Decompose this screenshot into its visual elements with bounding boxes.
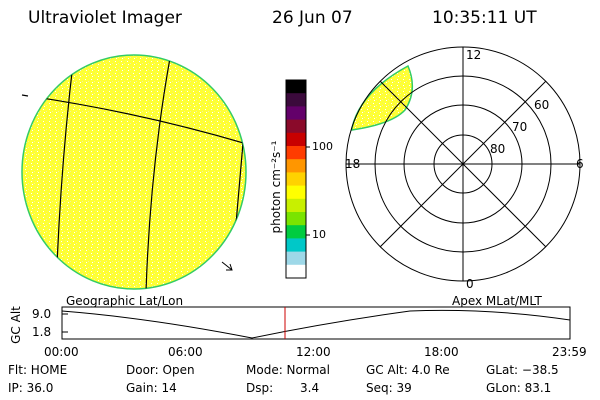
- mlt-label-6: 6: [576, 157, 584, 171]
- polar-aurora-patch: [351, 64, 414, 131]
- status-seq: Seq: 39: [366, 381, 412, 395]
- colorbar-segment: [286, 146, 306, 160]
- altitude-plot: [61, 306, 571, 340]
- colorbar-segment: [286, 106, 306, 121]
- colorbar-segment: [286, 185, 306, 200]
- colorbar-segment: [286, 132, 306, 147]
- longitude-line: [145, 57, 171, 289]
- status-dsp-value: 3.4: [300, 381, 320, 395]
- colorbar-segment: [286, 238, 306, 253]
- observation-time: 10:35:11 UT: [432, 8, 537, 28]
- mlat-label-70: 70: [512, 120, 528, 134]
- status-glat: GLat: −38.5: [486, 363, 559, 377]
- time-tick-1200: 12:00: [296, 345, 331, 359]
- time-tick-0600: 06:00: [168, 345, 203, 359]
- geographic-grid-title: Geographic Lat/Lon: [66, 294, 184, 308]
- sun-direction-marker: [221, 261, 233, 271]
- orbit-altitude-curve: [61, 309, 571, 339]
- status-door: Door: Open: [126, 363, 195, 377]
- status-gain: Gain: 14: [126, 381, 177, 395]
- status-ip: IP: 36.0: [8, 381, 54, 395]
- status-flight: Flt: HOME: [8, 363, 68, 377]
- time-tick-1800: 18:00: [424, 345, 459, 359]
- status-mode: Mode: Normal: [246, 363, 330, 377]
- mlt-label-12: 12: [466, 48, 482, 62]
- colorbar-segment: [286, 80, 306, 94]
- status-gc-altitude: GC Alt: 4.0 Re: [366, 363, 450, 377]
- mlat-label-60: 60: [534, 98, 550, 112]
- colorbar-unit-label: photon cm⁻²s⁻¹: [269, 140, 283, 234]
- colorbar-tick-100: 100: [312, 140, 333, 153]
- colorbar-segment: [286, 264, 306, 279]
- time-tick-0000: 00:00: [44, 345, 79, 359]
- time-tick-2359: 23:59: [552, 345, 587, 359]
- apex-grid-title: Apex MLat/MLT: [452, 294, 542, 308]
- latitude-line: [21, 94, 29, 97]
- mlat-label-80: 80: [490, 142, 506, 156]
- colorbar-tick-10: 10: [312, 228, 326, 241]
- altitude-tick-max: 9.0: [32, 307, 52, 321]
- colorbar-segment: [286, 119, 306, 134]
- colorbar-segment: [286, 225, 306, 239]
- status-glon: GLon: 83.1: [486, 381, 552, 395]
- mlt-label-0: 0: [466, 277, 474, 291]
- colorbar-segment: [286, 172, 306, 187]
- instrument-title: Ultraviolet Imager: [28, 8, 182, 28]
- colorbar-segment: [286, 251, 306, 266]
- altitude-axis-label: GC Alt: [9, 306, 23, 344]
- altitude-tick-min: 1.8: [32, 325, 52, 339]
- colorbar-segment: [286, 159, 306, 173]
- mlt-label-18: 18: [345, 157, 361, 171]
- colorbar-segment: [286, 198, 306, 213]
- colorbar-segment: [286, 93, 306, 107]
- colorbar: [285, 79, 310, 279]
- observation-date: 26 Jun 07: [272, 8, 353, 28]
- colorbar-segment: [286, 212, 306, 226]
- geographic-image: [21, 54, 247, 290]
- status-dsp-label: Dsp:: [246, 381, 274, 395]
- polar-plot: [345, 46, 581, 282]
- latitude-line: [22, 94, 246, 146]
